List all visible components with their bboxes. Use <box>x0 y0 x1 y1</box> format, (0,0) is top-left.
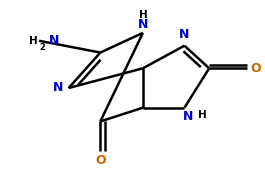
Text: O: O <box>250 62 260 75</box>
Text: O: O <box>95 154 106 167</box>
Text: N: N <box>53 82 63 95</box>
Text: N: N <box>49 34 59 47</box>
Text: H: H <box>139 10 147 20</box>
Text: 2: 2 <box>39 43 45 52</box>
Text: N: N <box>179 28 190 41</box>
Text: N: N <box>138 18 148 31</box>
Text: H: H <box>198 110 207 120</box>
Text: H: H <box>29 36 38 46</box>
Text: N: N <box>183 110 193 123</box>
